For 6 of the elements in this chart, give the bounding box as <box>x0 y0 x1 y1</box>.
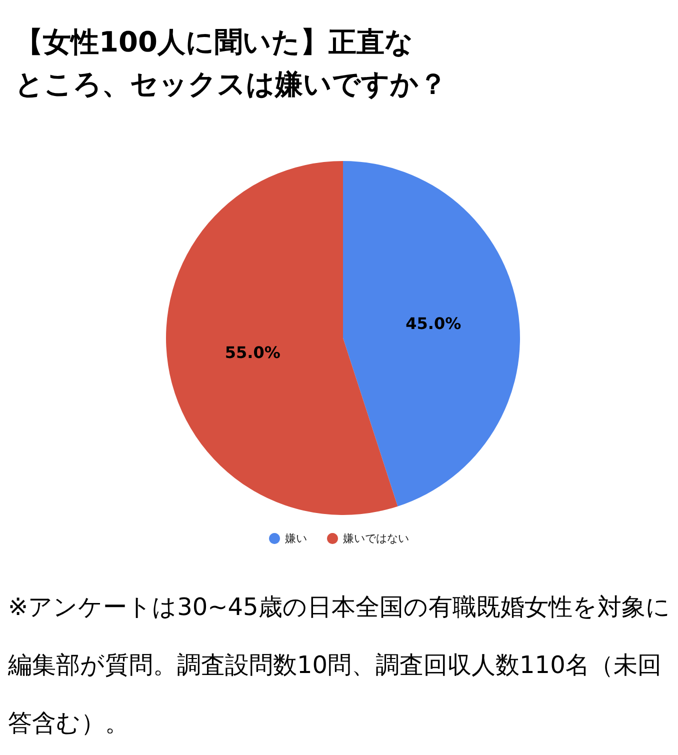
text: ※アンケートは30~45歳の日本全国の有職既婚女性を対象に編集部が質問。調査設問数10問、調査回収人数110名（未回答含む）。 <box>8 593 670 737</box>
data-label: 45.0% <box>406 314 462 334</box>
legend-label: 嫌い <box>285 532 307 545</box>
legend-label: 嫌いではない <box>343 532 409 545</box>
chart-title: 【女性100人に聞いた】正直なところ、セックスは嫌いですか？ <box>15 26 447 100</box>
data-label: 55.0% <box>224 342 280 362</box>
